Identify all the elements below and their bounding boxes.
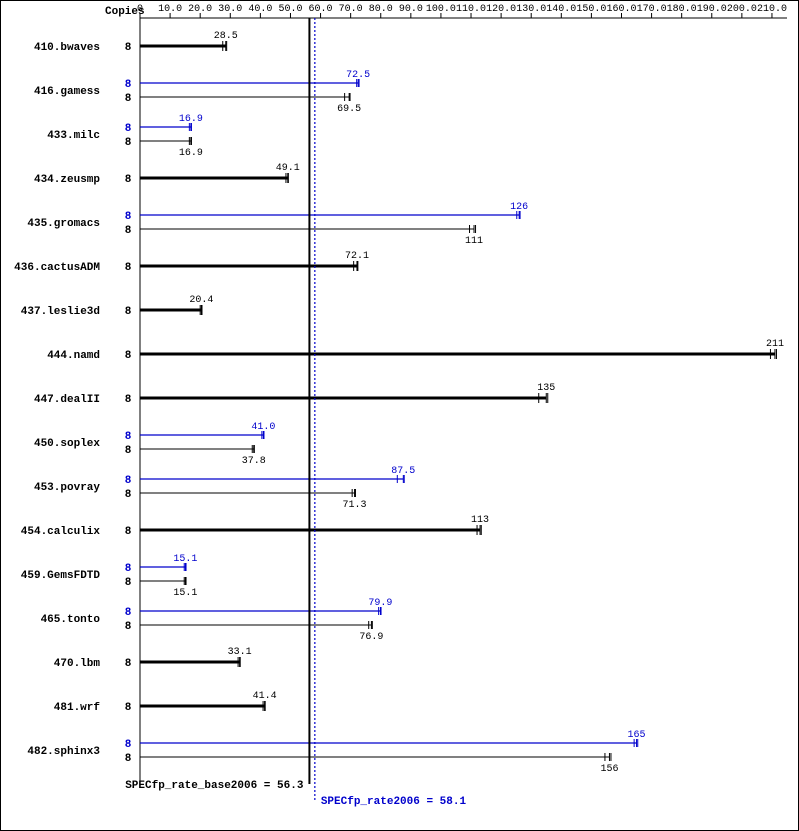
benchmark-label: 433.milc (47, 130, 100, 142)
benchmark-label: 447.dealII (34, 394, 100, 406)
base-value-label: 69.5 (337, 104, 361, 115)
base-value-label: 72.1 (345, 251, 369, 262)
peak-value-label: 15.1 (173, 554, 197, 565)
peak-value-label: 87.5 (391, 466, 415, 477)
copies-base: 8 (125, 306, 132, 318)
copies-base: 8 (125, 262, 132, 274)
x-tick-label: 20.0 (188, 4, 212, 15)
x-tick-label: 100.0 (426, 4, 456, 15)
copies-peak: 8 (125, 211, 132, 223)
copies-peak: 8 (125, 607, 132, 619)
x-tick-label: 70.0 (339, 4, 363, 15)
base-value-label: 49.1 (276, 163, 300, 174)
x-tick-label: 190.0 (697, 4, 727, 15)
x-tick-label: 150.0 (576, 4, 606, 15)
base-value-label: 41.4 (253, 691, 277, 702)
base-value-label: 111 (465, 236, 483, 247)
benchmark-label: 416.gamess (34, 86, 100, 98)
copies-base: 8 (125, 658, 132, 670)
base-value-label: 28.5 (214, 31, 238, 42)
copies-column-header: Copies (105, 6, 145, 18)
copies-peak: 8 (125, 79, 132, 91)
benchmark-label: 434.zeusmp (34, 174, 100, 186)
base-value-label: 156 (600, 764, 618, 775)
benchmark-label: 481.wrf (54, 702, 101, 714)
x-tick-label: 140.0 (546, 4, 576, 15)
base-value-label: 211 (766, 339, 784, 350)
copies-base: 8 (125, 137, 132, 149)
copies-base: 8 (125, 350, 132, 362)
benchmark-label: 410.bwaves (34, 42, 100, 54)
x-tick-label: 210.0 (757, 4, 787, 15)
peak-value-label: 126 (510, 202, 528, 213)
benchmark-label: 435.gromacs (27, 218, 100, 230)
copies-base: 8 (125, 93, 132, 105)
copies-peak: 8 (125, 475, 132, 487)
copies-base: 8 (125, 225, 132, 237)
x-tick-label: 120.0 (486, 4, 516, 15)
peak-value-label: 41.0 (251, 422, 275, 433)
copies-base: 8 (125, 526, 132, 538)
x-tick-label: 180.0 (667, 4, 697, 15)
benchmark-label: 459.GemsFDTD (21, 570, 101, 582)
base-value-label: 33.1 (228, 647, 252, 658)
x-tick-label: 60.0 (309, 4, 333, 15)
copies-base: 8 (125, 445, 132, 457)
copies-peak: 8 (125, 563, 132, 575)
copies-base: 8 (125, 394, 132, 406)
benchmark-label: 453.povray (34, 482, 100, 494)
x-tick-label: 80.0 (369, 4, 393, 15)
x-tick-label: 160.0 (606, 4, 636, 15)
peak-value-label: 16.9 (179, 114, 203, 125)
copies-base: 8 (125, 42, 132, 54)
benchmark-label: 470.lbm (54, 658, 101, 670)
copies-peak: 8 (125, 739, 132, 751)
copies-base: 8 (125, 489, 132, 501)
x-tick-label: 110.0 (456, 4, 486, 15)
peak-value-label: 72.5 (346, 70, 370, 81)
x-tick-label: 130.0 (516, 4, 546, 15)
base-value-label: 113 (471, 515, 489, 526)
copies-base: 8 (125, 702, 132, 714)
base-reference-label: SPECfp_rate_base2006 = 56.3 (125, 780, 304, 792)
copies-peak: 8 (125, 431, 132, 443)
copies-base: 8 (125, 174, 132, 186)
base-value-label: 135 (537, 383, 555, 394)
spec-rate-chart: 010.020.030.040.050.060.070.080.090.0100… (0, 0, 799, 831)
x-tick-label: 90.0 (399, 4, 423, 15)
benchmark-label: 465.tonto (41, 614, 101, 626)
base-value-label: 16.9 (179, 148, 203, 159)
benchmark-label: 437.leslie3d (21, 306, 100, 318)
chart-background (0, 0, 799, 831)
x-tick-label: 40.0 (248, 4, 272, 15)
peak-value-label: 79.9 (368, 598, 392, 609)
copies-base: 8 (125, 753, 132, 765)
x-tick-label: 50.0 (278, 4, 302, 15)
benchmark-label: 436.cactusADM (14, 262, 100, 274)
peak-value-label: 165 (628, 730, 646, 741)
x-tick-label: 30.0 (218, 4, 242, 15)
benchmark-label: 454.calculix (21, 526, 101, 538)
x-tick-label: 200.0 (727, 4, 757, 15)
peak-reference-label: SPECfp_rate2006 = 58.1 (321, 796, 467, 808)
benchmark-label: 482.sphinx3 (27, 746, 100, 758)
x-tick-label: 10.0 (158, 4, 182, 15)
copies-base: 8 (125, 577, 132, 589)
base-value-label: 76.9 (359, 632, 383, 643)
base-value-label: 20.4 (189, 295, 213, 306)
copies-base: 8 (125, 621, 132, 633)
x-tick-label: 170.0 (637, 4, 667, 15)
benchmark-label: 450.soplex (34, 438, 100, 450)
benchmark-label: 444.namd (47, 350, 100, 362)
base-value-label: 15.1 (173, 588, 197, 599)
copies-peak: 8 (125, 123, 132, 135)
base-value-label: 37.8 (242, 456, 266, 467)
base-value-label: 71.3 (343, 500, 367, 511)
